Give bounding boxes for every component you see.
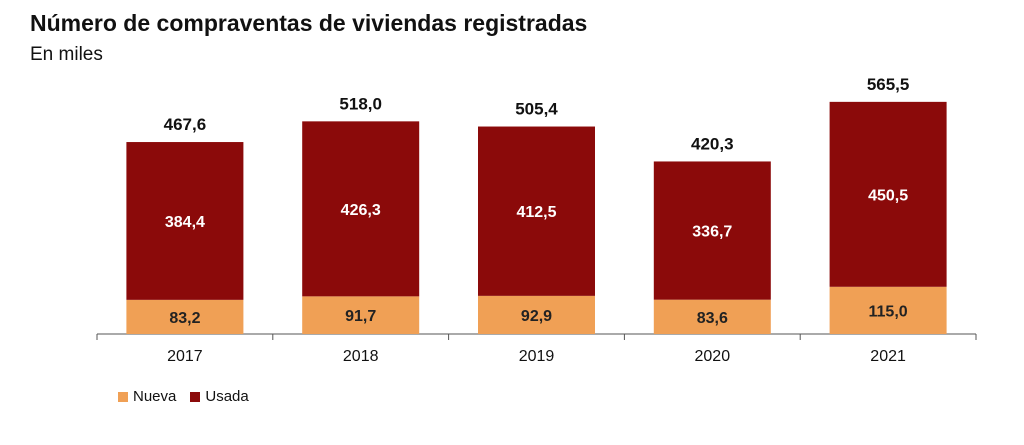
legend-swatch-nueva <box>118 391 128 402</box>
bar-nueva-2020 <box>653 299 771 334</box>
total-label-2017: 467,6 <box>164 115 207 134</box>
bar-label-nueva-2021: 115,0 <box>869 303 908 320</box>
bar-label-nueva-2020: 83,6 <box>697 310 728 327</box>
legend-swatch-usada <box>190 391 201 402</box>
legend-item-usada: Usada <box>190 388 249 405</box>
bar-usada-2021 <box>829 101 947 287</box>
bar-usada-2018 <box>302 121 420 297</box>
bar-label-nueva-2018: 91,7 <box>345 308 376 325</box>
x-tick-label-2019: 2019 <box>519 348 555 365</box>
bar-label-nueva-2019: 92,9 <box>521 308 552 325</box>
total-label-2019: 505,4 <box>515 100 558 119</box>
chart-title: Número de compraventas de viviendas regi… <box>30 10 588 36</box>
legend-item-nueva: Nueva <box>118 388 176 405</box>
total-label-2018: 518,0 <box>339 94 382 113</box>
bar-label-usada-2021: 450,5 <box>868 187 908 204</box>
bar-nueva-2019 <box>478 295 595 334</box>
bar-usada-2017 <box>126 142 244 300</box>
bar-usada-2019 <box>478 126 595 296</box>
bar-label-usada-2017: 384,4 <box>165 214 205 231</box>
bar-label-usada-2019: 412,5 <box>516 204 556 221</box>
bar-label-usada-2018: 426,3 <box>341 202 381 219</box>
total-label-2021: 565,5 <box>867 75 910 94</box>
legend-label-nueva: Nueva <box>133 388 177 405</box>
bar-label-nueva-2017: 83,2 <box>169 310 200 327</box>
bar-usada-2020 <box>653 161 771 300</box>
x-tick-label-2018: 2018 <box>343 348 379 365</box>
chart-subtitle: En miles <box>30 44 103 65</box>
x-tick-label-2020: 2020 <box>695 348 731 365</box>
x-tick-label-2017: 2017 <box>167 348 203 365</box>
chart-legend: Nueva Usada <box>118 388 263 405</box>
x-tick-label-2021: 2021 <box>870 348 906 365</box>
legend-label-usada: Usada <box>205 388 249 405</box>
total-label-2020: 420,3 <box>691 134 734 153</box>
bar-nueva-2018 <box>302 296 420 334</box>
bar-nueva-2017 <box>126 299 244 334</box>
bar-label-usada-2020: 336,7 <box>692 224 732 241</box>
bar-nueva-2021 <box>829 286 947 334</box>
